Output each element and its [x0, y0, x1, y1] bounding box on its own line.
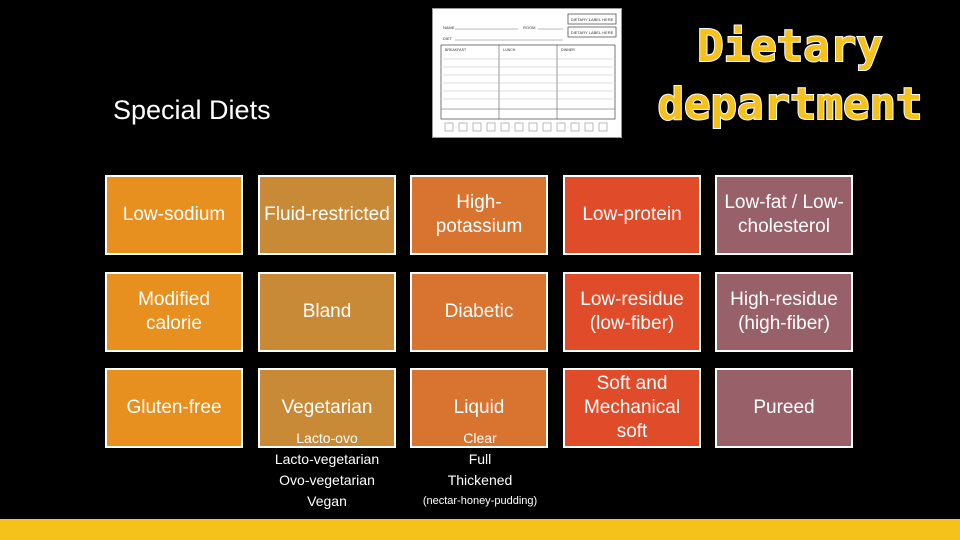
tile-diabetic: Diabetic — [410, 272, 548, 352]
vegetarian-type-item: Vegan — [307, 493, 347, 509]
tile-high-potassium: High-potassium — [410, 175, 548, 255]
slide-title-line-1: Dietary — [696, 20, 883, 73]
tile-fluid-restricted: Fluid-restricted — [258, 175, 396, 255]
tile-vegetarian: Vegetarian — [258, 368, 396, 448]
liquid-types-list: Clear Full Thickened (nectar-honey-puddi… — [400, 428, 560, 512]
tile-bland: Bland — [258, 272, 396, 352]
card-breakfast-label: BREAKFAST — [445, 48, 467, 52]
tile-low-residue: Low-residue (low-fiber) — [563, 272, 701, 352]
liquid-type-item: Full — [468, 451, 492, 467]
card-label-here-2: DIETARY LABEL HERE — [571, 30, 614, 35]
tile-liquid: Liquid — [410, 368, 548, 448]
vegetarian-type-item: Lacto-vegetarian — [274, 451, 380, 467]
tile-soft-mechanical: Soft and Mechanical soft — [563, 368, 701, 448]
card-name-label: NAME — [443, 25, 455, 30]
footer-accent-bar — [0, 519, 960, 540]
tile-modified-calorie: Modified calorie — [105, 272, 243, 352]
liquid-note: (nectar-honey-pudding) — [422, 495, 538, 507]
tile-low-protein: Low-protein — [563, 175, 701, 255]
vegetarian-type-item: Ovo-vegetarian — [279, 472, 375, 488]
tile-gluten-free: Gluten-free — [105, 368, 243, 448]
liquid-type-item: Thickened — [447, 472, 513, 488]
meal-card-image: DIETARY LABEL HERE DIETARY LABEL HERE NA… — [432, 8, 622, 138]
slide-title-line-2: department — [657, 78, 924, 131]
slide-title: Dietary department — [640, 18, 940, 134]
card-label-here-1: DIETARY LABEL HERE — [571, 17, 614, 22]
slide-subtitle: Special Diets — [113, 95, 271, 125]
tile-low-fat-low-cholesterol: Low-fat / Low-cholesterol — [715, 175, 853, 255]
tile-low-sodium: Low-sodium — [105, 175, 243, 255]
vegetarian-type-item: Lacto-ovo — [296, 430, 358, 446]
vegetarian-types-list: Lacto-ovo Lacto-vegetarian Ovo-vegetaria… — [247, 428, 407, 512]
liquid-type-item: Clear — [463, 430, 497, 446]
card-lunch-label: LUNCH — [503, 48, 516, 52]
card-room-label: ROOM — [523, 25, 535, 30]
card-dinner-label: DINNER — [561, 48, 575, 52]
tile-high-residue: High-residue (high-fiber) — [715, 272, 853, 352]
tile-pureed: Pureed — [715, 368, 853, 448]
card-diet-label: DIET — [443, 36, 453, 41]
